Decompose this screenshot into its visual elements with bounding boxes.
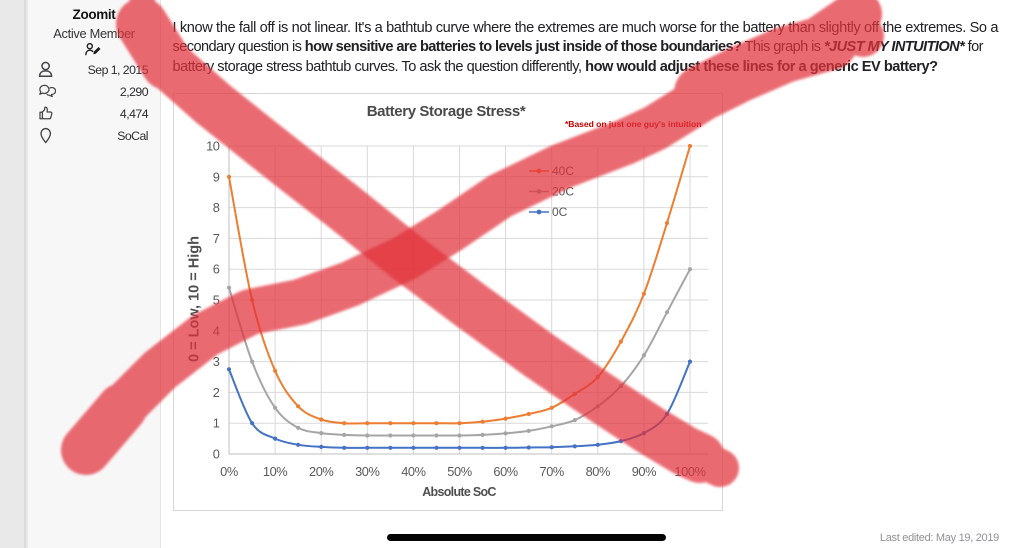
svg-text:0 = Low, 10 = High: 0 = Low, 10 = High xyxy=(187,236,203,362)
svg-text:Absolute SoC: Absolute SoC xyxy=(422,485,496,499)
svg-text:100%: 100% xyxy=(674,464,705,479)
svg-text:40%: 40% xyxy=(401,464,425,479)
svg-text:3: 3 xyxy=(213,354,220,369)
svg-text:0C: 0C xyxy=(552,205,568,219)
svg-text:6: 6 xyxy=(213,262,220,277)
svg-text:0%: 0% xyxy=(220,464,238,479)
svg-text:10%: 10% xyxy=(263,464,287,479)
svg-text:20C: 20C xyxy=(552,185,574,199)
svg-text:50%: 50% xyxy=(447,464,471,479)
svg-text:9: 9 xyxy=(213,169,220,184)
svg-text:70%: 70% xyxy=(539,464,563,479)
svg-text:30%: 30% xyxy=(355,464,379,479)
svg-text:5: 5 xyxy=(213,293,220,308)
svg-text:2: 2 xyxy=(213,385,220,400)
svg-text:20%: 20% xyxy=(309,464,333,479)
svg-text:40C: 40C xyxy=(552,164,574,178)
svg-text:8: 8 xyxy=(213,200,220,215)
svg-text:7: 7 xyxy=(213,231,220,246)
svg-text:60%: 60% xyxy=(493,464,517,479)
svg-text:80%: 80% xyxy=(586,464,610,479)
svg-text:90%: 90% xyxy=(632,464,656,479)
svg-text:4: 4 xyxy=(213,323,220,338)
svg-text:Battery Storage Stress*: Battery Storage Stress* xyxy=(367,103,526,120)
svg-text:10: 10 xyxy=(206,139,220,154)
svg-text:*Based on just one guy's intui: *Based on just one guy's intuition xyxy=(565,119,701,129)
svg-text:0: 0 xyxy=(213,447,220,462)
svg-text:1: 1 xyxy=(213,416,220,431)
